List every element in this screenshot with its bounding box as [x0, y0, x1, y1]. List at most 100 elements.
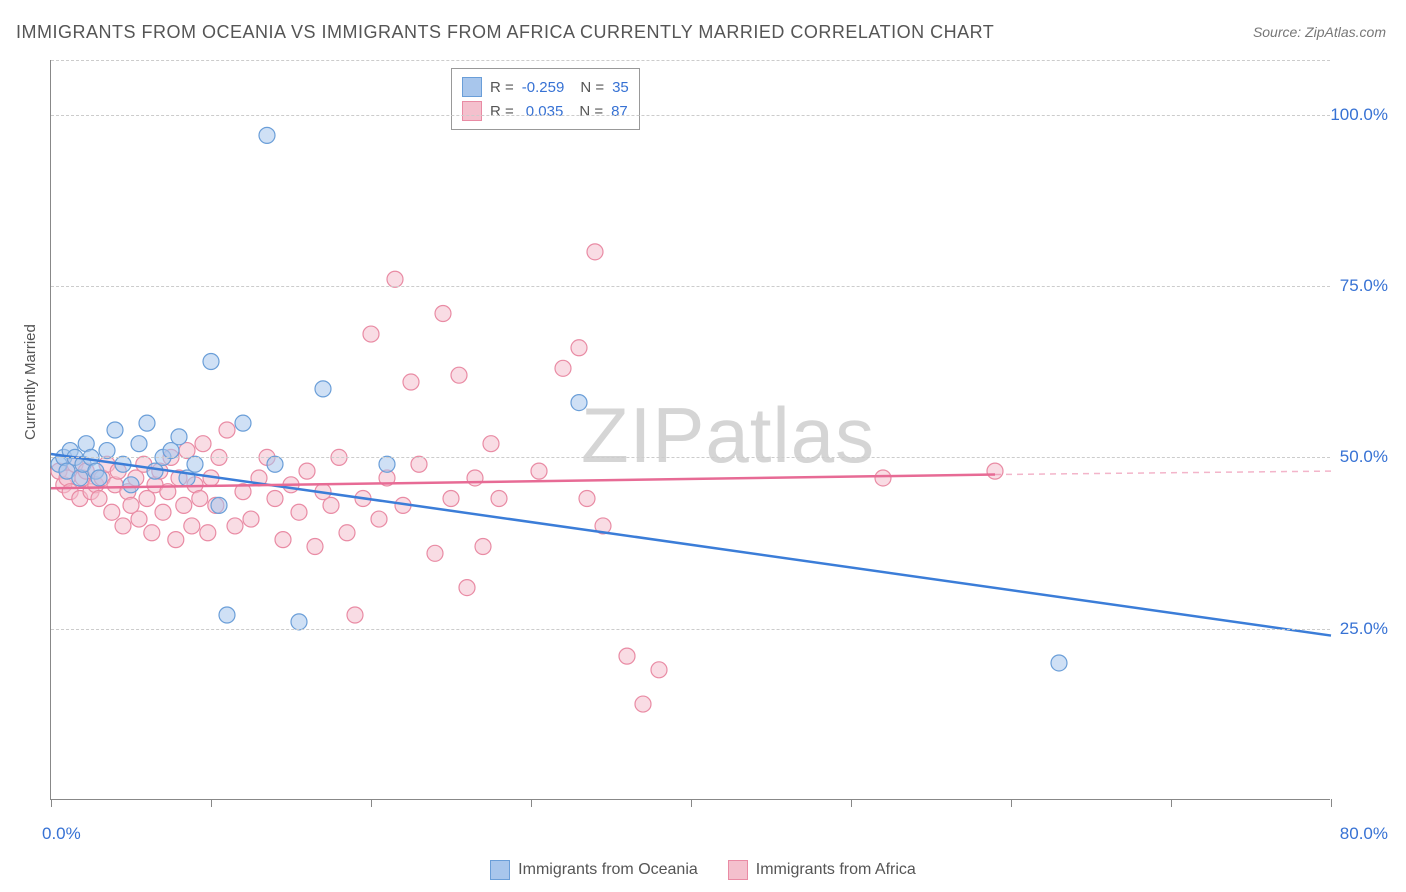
x-tick [1011, 799, 1012, 807]
data-point [187, 456, 203, 472]
data-point [259, 127, 275, 143]
data-point [875, 470, 891, 486]
data-point [987, 463, 1003, 479]
x-tick-label: 0.0% [42, 824, 81, 844]
data-point [323, 497, 339, 513]
data-point [155, 504, 171, 520]
y-axis-label: Currently Married [22, 324, 39, 440]
data-point [379, 456, 395, 472]
data-point [243, 511, 259, 527]
x-tick-label: 80.0% [1340, 824, 1388, 844]
trend-line-extrapolated [995, 471, 1331, 474]
data-point [291, 504, 307, 520]
data-point [339, 525, 355, 541]
data-point [475, 538, 491, 554]
plot-area: ZIPatlas R = -0.259 N = 35 R = 0.035 N =… [50, 60, 1330, 800]
data-point [91, 470, 107, 486]
x-tick [1331, 799, 1332, 807]
data-point [435, 306, 451, 322]
data-point [184, 518, 200, 534]
legend-item-africa: Immigrants from Africa [728, 860, 916, 880]
data-point [115, 518, 131, 534]
data-point [211, 497, 227, 513]
data-point [299, 463, 315, 479]
data-point [635, 696, 651, 712]
data-point [411, 456, 427, 472]
legend-row-oceania: R = -0.259 N = 35 [462, 75, 629, 99]
data-point [363, 326, 379, 342]
gridline [51, 457, 1330, 458]
chart-svg [51, 60, 1330, 799]
legend-label-oceania: Immigrants from Oceania [518, 861, 698, 879]
swatch-oceania-icon [490, 860, 510, 880]
swatch-africa [462, 101, 482, 121]
data-point [192, 491, 208, 507]
y-tick-label: 75.0% [1340, 276, 1388, 296]
chart-title: IMMIGRANTS FROM OCEANIA VS IMMIGRANTS FR… [16, 22, 994, 43]
x-tick [531, 799, 532, 807]
x-tick [691, 799, 692, 807]
n-label: N = [579, 103, 603, 120]
gridline [51, 286, 1330, 287]
n-label: N = [580, 79, 604, 96]
data-point [571, 340, 587, 356]
data-point [235, 415, 251, 431]
data-point [203, 353, 219, 369]
legend-correlation: R = -0.259 N = 35 R = 0.035 N = 87 [451, 68, 640, 130]
data-point [483, 436, 499, 452]
data-point [200, 525, 216, 541]
swatch-oceania [462, 77, 482, 97]
data-point [371, 511, 387, 527]
data-point [144, 525, 160, 541]
data-point [531, 463, 547, 479]
data-point [91, 491, 107, 507]
x-tick [851, 799, 852, 807]
data-point [195, 436, 211, 452]
data-point [139, 415, 155, 431]
data-point [275, 532, 291, 548]
source-label: Source: ZipAtlas.com [1253, 24, 1386, 40]
r-value-africa: 0.035 [526, 103, 564, 120]
data-point [219, 422, 235, 438]
y-tick-label: 50.0% [1340, 447, 1388, 467]
legend-row-africa: R = 0.035 N = 87 [462, 99, 629, 123]
data-point [104, 504, 120, 520]
n-value-oceania: 35 [612, 79, 629, 96]
data-point [651, 662, 667, 678]
data-point [387, 271, 403, 287]
data-point [99, 443, 115, 459]
data-point [123, 477, 139, 493]
data-point [459, 580, 475, 596]
gridline [51, 629, 1330, 630]
legend-item-oceania: Immigrants from Oceania [490, 860, 698, 880]
data-point [291, 614, 307, 630]
data-point [219, 607, 235, 623]
gridline [51, 115, 1330, 116]
r-label: R = [490, 79, 514, 96]
data-point [1051, 655, 1067, 671]
r-label: R = [490, 103, 514, 120]
data-point [168, 532, 184, 548]
data-point [347, 607, 363, 623]
data-point [315, 381, 331, 397]
x-tick [211, 799, 212, 807]
data-point [587, 244, 603, 260]
data-point [227, 518, 243, 534]
data-point [267, 491, 283, 507]
n-value-africa: 87 [611, 103, 628, 120]
y-tick-label: 25.0% [1340, 619, 1388, 639]
data-point [171, 429, 187, 445]
data-point [467, 470, 483, 486]
trend-line [51, 454, 1331, 636]
x-tick [371, 799, 372, 807]
data-point [619, 648, 635, 664]
data-point [571, 395, 587, 411]
data-point [131, 436, 147, 452]
data-point [443, 491, 459, 507]
data-point [579, 491, 595, 507]
gridline [51, 60, 1330, 61]
r-value-oceania: -0.259 [522, 79, 565, 96]
data-point [267, 456, 283, 472]
x-tick [1171, 799, 1172, 807]
y-tick-label: 100.0% [1330, 105, 1388, 125]
